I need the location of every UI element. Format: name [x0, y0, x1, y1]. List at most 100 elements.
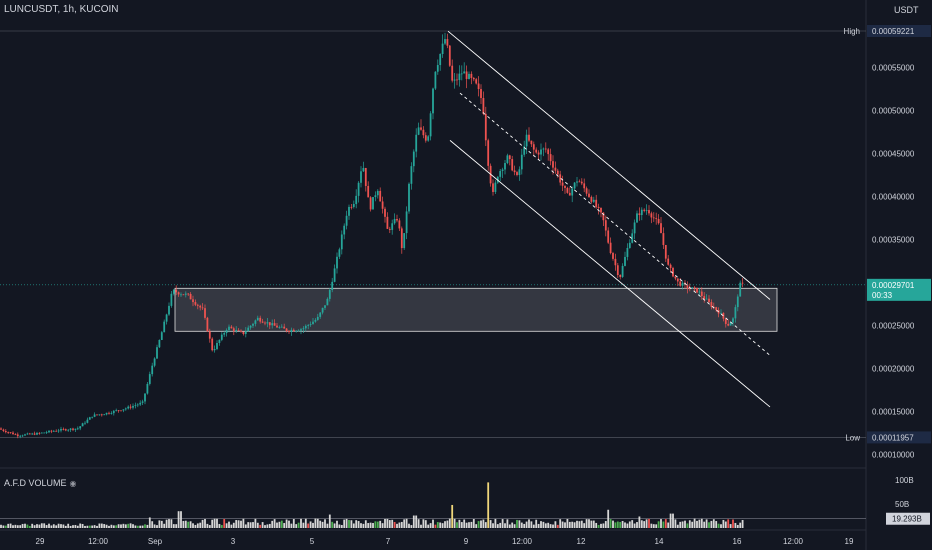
volume-bar: [187, 521, 190, 528]
candle: [108, 411, 110, 415]
candle-body: [328, 290, 331, 299]
candle-body: [542, 148, 545, 150]
candle-body: [9, 432, 12, 434]
time-tick-label: 12:00: [783, 537, 804, 546]
volume-bar: [667, 522, 670, 528]
volume-bar: [230, 524, 233, 528]
volume-bar: [348, 520, 350, 528]
candle-body: [352, 204, 355, 207]
low-marker: Low 0.00011957: [845, 431, 931, 444]
eye-icon[interactable]: ◉: [69, 479, 77, 488]
candle-body: [271, 323, 274, 326]
volume-bar: [525, 521, 528, 528]
volume-bar: [372, 523, 374, 528]
volume-bar: [484, 522, 487, 528]
candle: [700, 287, 703, 300]
candle-body: [708, 298, 710, 303]
volume-bar: [297, 522, 300, 528]
candle-body: [424, 135, 427, 141]
candle-body: [681, 282, 684, 286]
candle-body: [523, 146, 526, 155]
volume-bar: [655, 524, 658, 528]
candle: [513, 165, 516, 176]
volume-bar: [388, 520, 391, 528]
volume-bar: [520, 522, 523, 528]
candle: [628, 239, 631, 249]
candle-body: [376, 190, 379, 196]
volume-bar: [201, 519, 204, 528]
candle-body: [501, 169, 504, 171]
volume-bar: [312, 522, 314, 528]
candle-body: [91, 416, 94, 418]
candle-body: [175, 289, 178, 293]
candle-body: [640, 209, 643, 216]
volume-bar: [223, 519, 226, 528]
candle-body: [607, 230, 610, 243]
volume-bar: [645, 519, 648, 528]
volume-bar: [506, 519, 509, 528]
volume-bar: [316, 518, 319, 528]
candle-body: [112, 410, 115, 414]
candle-body: [115, 410, 118, 412]
volume-bar: [122, 523, 125, 528]
volume-bar: [652, 524, 655, 528]
candle: [439, 53, 442, 71]
volume-bar: [573, 522, 576, 528]
candle-body: [268, 322, 271, 326]
price-tick-label: 0.00040000: [872, 192, 915, 201]
candle-body: [482, 97, 485, 114]
candle-body: [727, 323, 730, 326]
volume-bar: [60, 524, 62, 528]
candle-body: [216, 342, 218, 350]
candle-body: [648, 210, 650, 214]
volume-bar: [732, 519, 734, 528]
volume-bar: [542, 521, 545, 528]
candle: [348, 204, 350, 220]
candle-body: [326, 298, 329, 306]
candle-body: [616, 265, 619, 275]
candle: [220, 332, 223, 342]
volume-bar: [456, 522, 458, 528]
volume-bar: [648, 518, 650, 528]
candle: [309, 321, 312, 327]
candle: [662, 227, 665, 250]
candle: [105, 412, 108, 416]
candle: [448, 45, 451, 67]
candle-body: [688, 288, 691, 290]
candle: [703, 292, 706, 303]
candle-body: [657, 218, 660, 224]
candle-body: [124, 408, 127, 410]
volume-bar: [31, 523, 34, 528]
candle-body: [465, 71, 468, 79]
candle-body: [160, 332, 163, 340]
volume-bar: [355, 520, 358, 528]
volume-bar: [544, 523, 547, 528]
candle: [264, 321, 266, 326]
candle-body: [172, 289, 175, 294]
candle-body: [453, 79, 456, 81]
candle: [400, 226, 403, 254]
volume-bar: [163, 523, 166, 528]
candle-body: [79, 426, 82, 429]
candle: [331, 277, 334, 293]
volume-bar: [621, 520, 624, 528]
candle-body: [374, 195, 377, 198]
volume-bar: [268, 523, 271, 528]
candle-body: [576, 181, 578, 183]
candle-body: [156, 347, 158, 359]
volume-bar: [513, 524, 516, 528]
candle-body: [88, 417, 91, 420]
volume-bar: [631, 520, 634, 528]
candle: [280, 324, 283, 328]
candle-body: [499, 170, 502, 177]
candle-body: [122, 409, 125, 411]
volume-bar: [612, 520, 614, 528]
volume-bar: [664, 519, 667, 528]
candle: [2, 428, 5, 433]
candle: [595, 194, 598, 209]
candle-body: [660, 223, 662, 234]
candle: [156, 344, 158, 360]
volume-bar: [261, 522, 264, 528]
